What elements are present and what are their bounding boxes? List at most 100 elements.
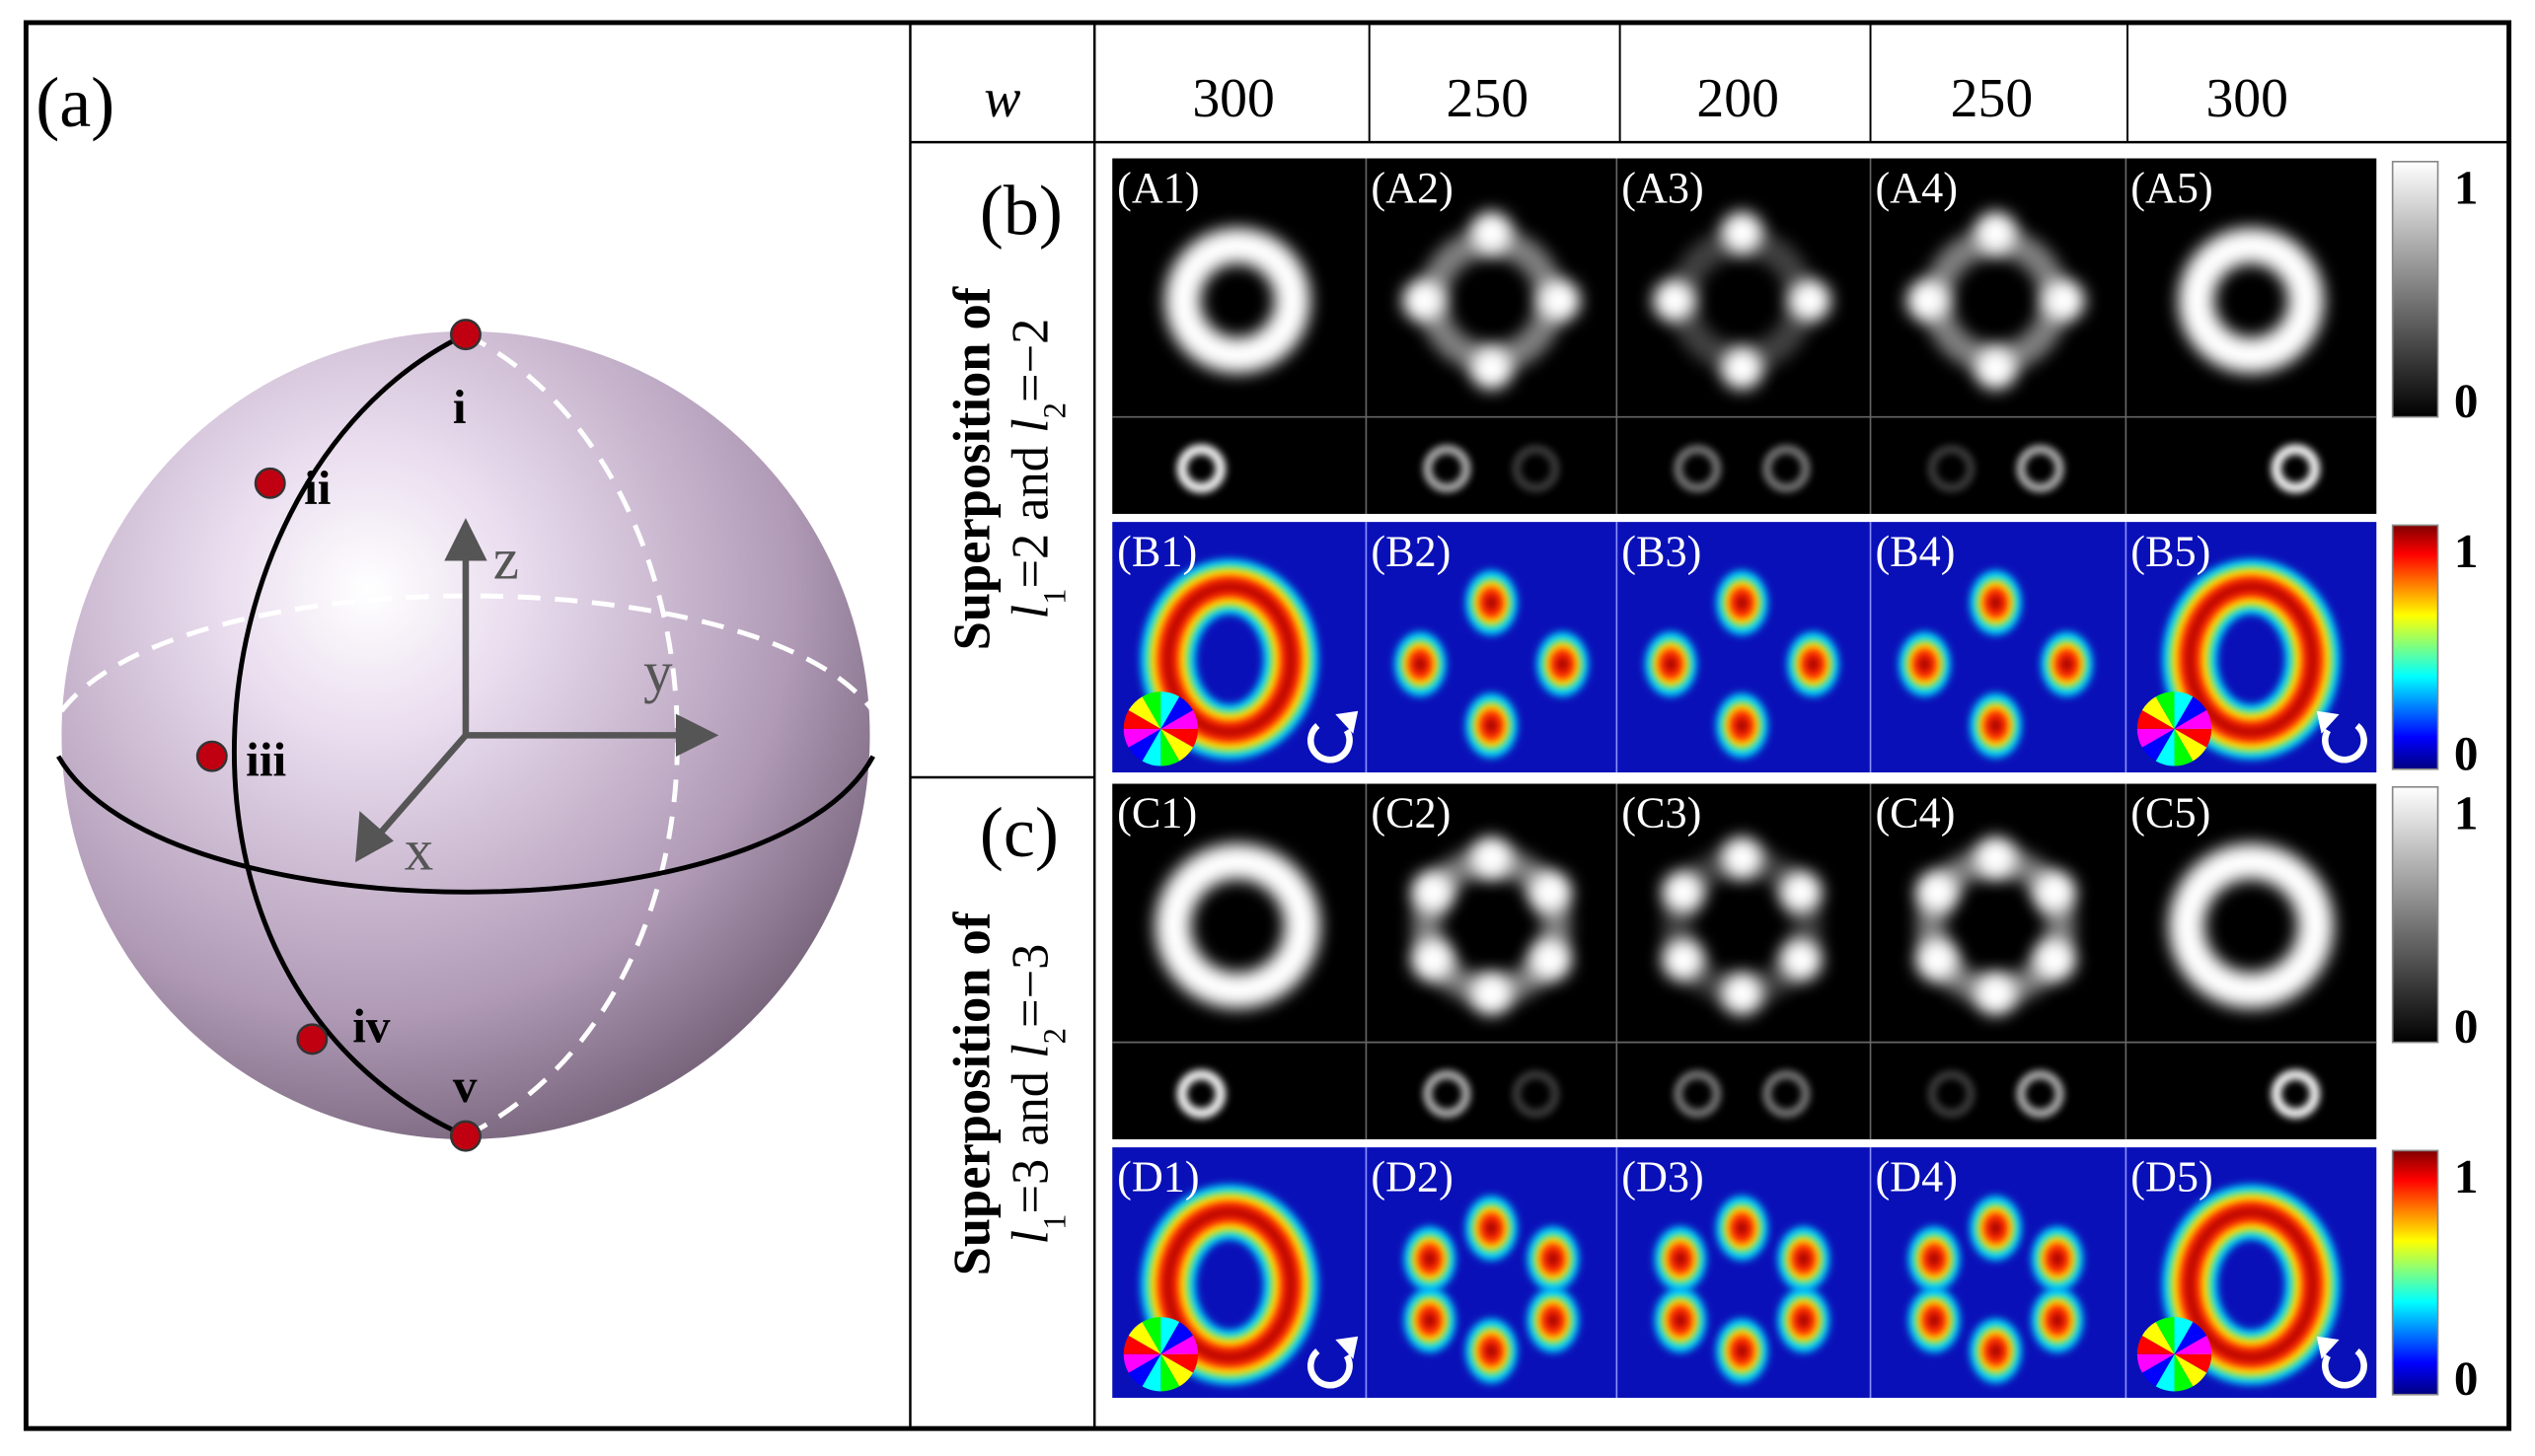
phase-wedge — [2174, 728, 2207, 762]
lobe — [1675, 1251, 1686, 1267]
formula-part: =−2 — [1003, 319, 1060, 402]
row-formula: l1=3 and l2=−3 — [1003, 944, 1074, 1245]
lobe — [1797, 1251, 1810, 1267]
phase-wedge — [1123, 1353, 1161, 1373]
lobe — [1721, 973, 1763, 1015]
panel-label: (A3) — [1621, 164, 1704, 212]
cell — [2136, 843, 2367, 1392]
lobe — [1653, 279, 1695, 322]
lobe — [1975, 837, 2017, 880]
phase-wedge — [2174, 692, 2194, 729]
panel-label: (B1) — [1117, 527, 1197, 575]
lobe — [1424, 1313, 1436, 1328]
ring — [1423, 445, 1471, 492]
lobe — [2033, 938, 2076, 982]
rotation-arrow-head — [2316, 1336, 2340, 1359]
phase-wedge — [2155, 1317, 2175, 1354]
lobe — [1537, 279, 1581, 322]
panel-label: (C1) — [1117, 789, 1197, 837]
lobe — [1975, 211, 2017, 255]
panel-label: (A5) — [2130, 164, 2213, 212]
cell — [1899, 211, 2093, 759]
lobe — [1989, 595, 2002, 611]
rotation-arrow — [1307, 723, 1353, 764]
ring — [1927, 445, 1976, 492]
lobe — [1736, 1220, 1749, 1236]
lobe — [1721, 837, 1763, 880]
lobe — [1528, 870, 1572, 913]
lobe — [1470, 211, 1513, 255]
lobe — [1797, 1313, 1810, 1328]
lobe — [1736, 595, 1749, 611]
lobe — [1915, 938, 1959, 982]
formula-part: =2 and — [1003, 433, 1060, 589]
lobe — [1665, 657, 1677, 672]
lobe — [1470, 973, 1513, 1015]
panel-label: (B3) — [1621, 527, 1701, 575]
phase-wedge — [2174, 728, 2212, 748]
formula-part: l — [1003, 418, 1060, 433]
rotation-arrow-head — [1335, 1336, 1359, 1359]
panel-label: (c) — [980, 793, 1059, 872]
colorbar — [2391, 160, 2439, 418]
lobe — [1915, 870, 1959, 913]
axis-label: x — [405, 817, 433, 882]
lobe — [1721, 347, 1763, 390]
ring — [1762, 445, 1811, 492]
phase-wedge — [2174, 709, 2212, 729]
phase-wedge — [1160, 728, 1194, 762]
lobe — [1975, 973, 2017, 1015]
lobe — [1975, 347, 2017, 390]
lobe — [1736, 1344, 1749, 1358]
ring — [1176, 444, 1226, 493]
axis-label: y — [643, 639, 673, 704]
phase-wedge — [2155, 692, 2175, 729]
ring — [2185, 582, 2317, 737]
param-label: w — [984, 68, 1020, 129]
ring — [1927, 1070, 1976, 1118]
param-value: 300 — [1192, 68, 1275, 129]
phase-wedge — [2155, 728, 2175, 766]
phase-wedge — [2174, 1335, 2212, 1354]
phase-wedge — [2174, 728, 2194, 766]
lobe — [1528, 938, 1572, 982]
phase-wedge — [1160, 696, 1194, 729]
panel-label: (A4) — [1875, 164, 1958, 212]
ring — [1155, 843, 1320, 1009]
formula-part: =−3 — [1003, 944, 1060, 1028]
panel-label: (D3) — [1621, 1152, 1704, 1201]
param-value: 250 — [1951, 68, 2034, 129]
panel-label: (A2) — [1371, 164, 1454, 212]
lobe — [2033, 870, 2076, 913]
phase-wedge — [1123, 1335, 1161, 1354]
rotation-arrow — [2322, 1348, 2367, 1389]
lobe — [1662, 870, 1705, 913]
phase-wedge — [1142, 1317, 1161, 1354]
panel-label: (D1) — [1117, 1152, 1200, 1201]
ring — [1176, 1069, 1226, 1119]
panel-label: (b) — [980, 172, 1063, 251]
panel-label: (A1) — [1117, 164, 1200, 212]
lobe — [1470, 347, 1513, 390]
panel-label: (D5) — [2130, 1152, 2213, 1201]
lobe — [1547, 1313, 1559, 1328]
phase-wedge — [1160, 1335, 1199, 1354]
colorbar-tick: 1 — [2454, 1149, 2479, 1203]
param-value: 200 — [1696, 68, 1779, 129]
formula-part: 1 — [1038, 1214, 1074, 1230]
colorbar-tick: 0 — [2454, 999, 2479, 1054]
axis-label: z — [493, 526, 519, 591]
ring — [1674, 445, 1722, 492]
cell — [1654, 837, 1829, 1384]
ring — [2016, 1070, 2064, 1118]
phase-wedge — [2141, 1353, 2175, 1387]
ring — [2178, 227, 2325, 374]
phase-wedge — [1123, 728, 1161, 748]
formula-part: 2 — [1038, 402, 1074, 418]
phase-wedge — [1160, 728, 1199, 748]
lobe — [1485, 595, 1498, 611]
panel-label: (C5) — [2130, 789, 2210, 837]
phase-wedge — [2136, 1353, 2175, 1373]
ring — [2168, 843, 2334, 1009]
